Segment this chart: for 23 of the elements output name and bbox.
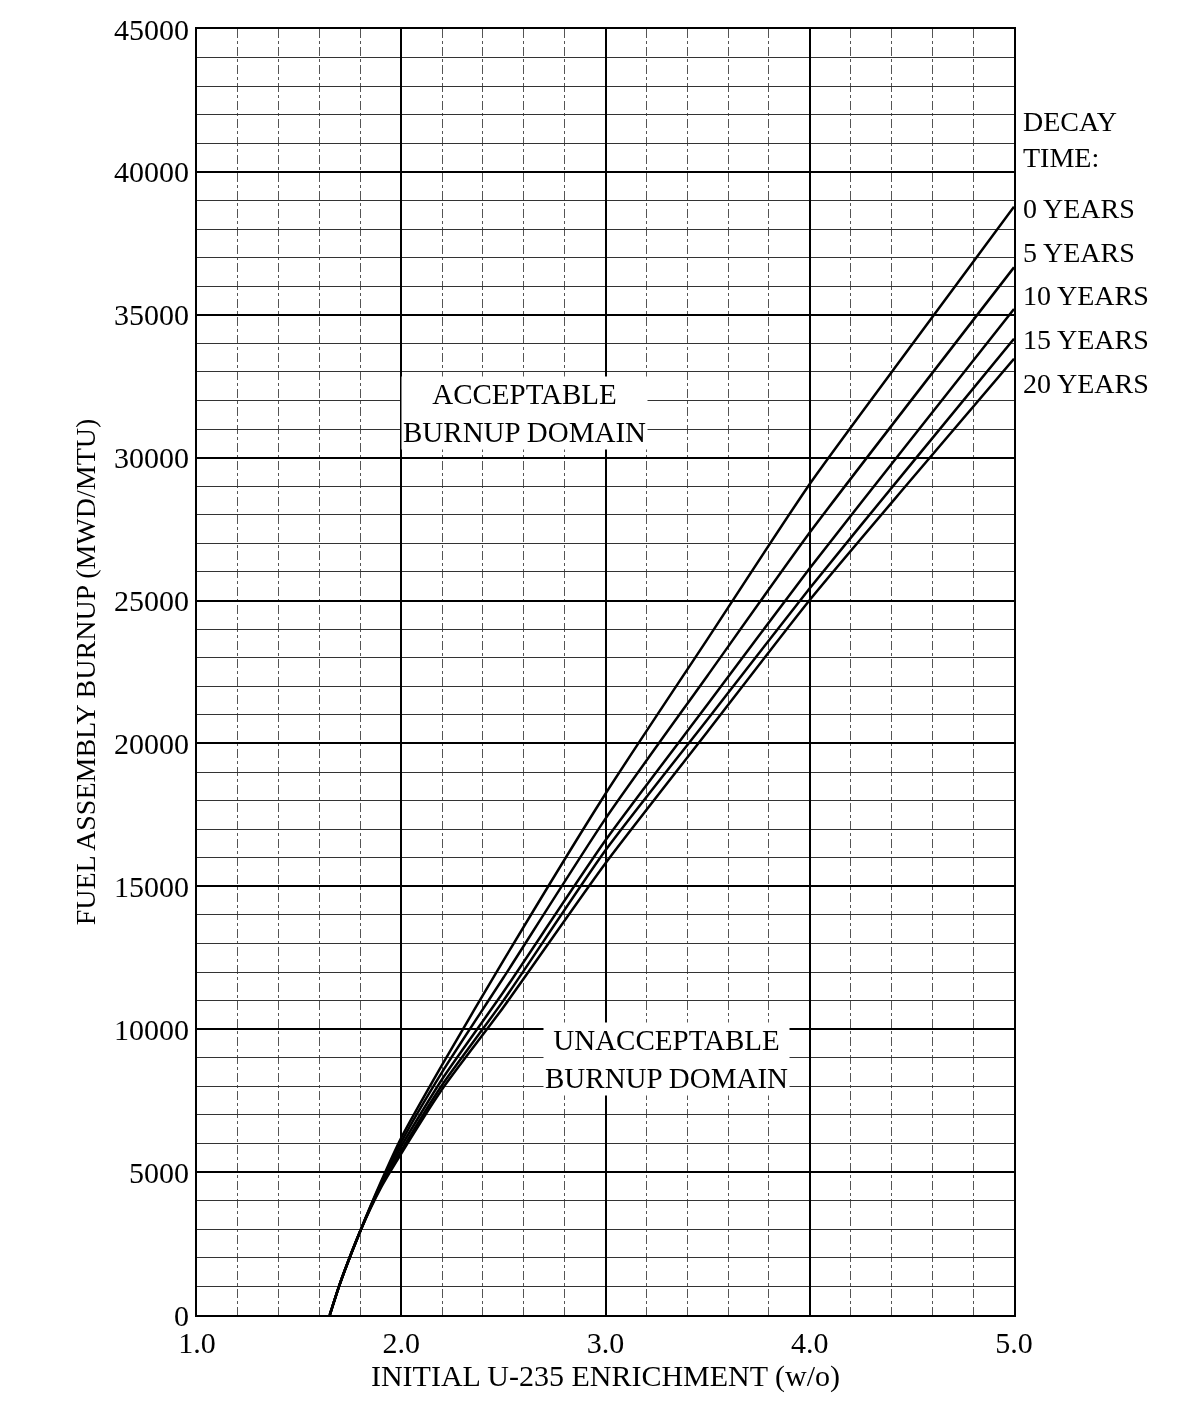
series-label: 0 YEARS — [1023, 193, 1135, 224]
y-tick-label: 30000 — [114, 441, 189, 475]
series-label: 20 YEARS — [1023, 368, 1149, 399]
x-tick-label: 4.0 — [791, 1326, 829, 1359]
y-tick-label: 40000 — [114, 155, 189, 189]
y-tick-label: 35000 — [114, 298, 189, 332]
legend-title: DECAY TIME: — [1023, 106, 1117, 174]
annotation: ACCEPTABLE BURNUP DOMAIN — [403, 378, 647, 448]
x-axis-title: INITIAL U-235 ENRICHMENT (w/o) — [370, 1359, 841, 1393]
series-label: 15 YEARS — [1023, 324, 1149, 355]
y-axis-title: FUEL ASSEMBLY BURNUP (MWD/MTU) — [70, 418, 102, 926]
series-label: 10 YEARS — [1023, 280, 1149, 311]
x-tick-label: 2.0 — [382, 1326, 420, 1359]
y-tick-label: 25000 — [114, 584, 189, 618]
y-tick-label: 5000 — [129, 1155, 189, 1189]
series-label: 5 YEARS — [1023, 237, 1135, 268]
x-tick-label: 3.0 — [586, 1326, 625, 1359]
y-tick-label: 15000 — [114, 869, 189, 903]
x-tick-label: 5.0 — [995, 1326, 1033, 1359]
y-tick-label: 20000 — [114, 726, 189, 760]
annotation: UNACCEPTABLE BURNUP DOMAIN — [545, 1024, 789, 1094]
y-tick-label: 45000 — [114, 12, 189, 46]
y-tick-label: 10000 — [114, 1012, 189, 1046]
